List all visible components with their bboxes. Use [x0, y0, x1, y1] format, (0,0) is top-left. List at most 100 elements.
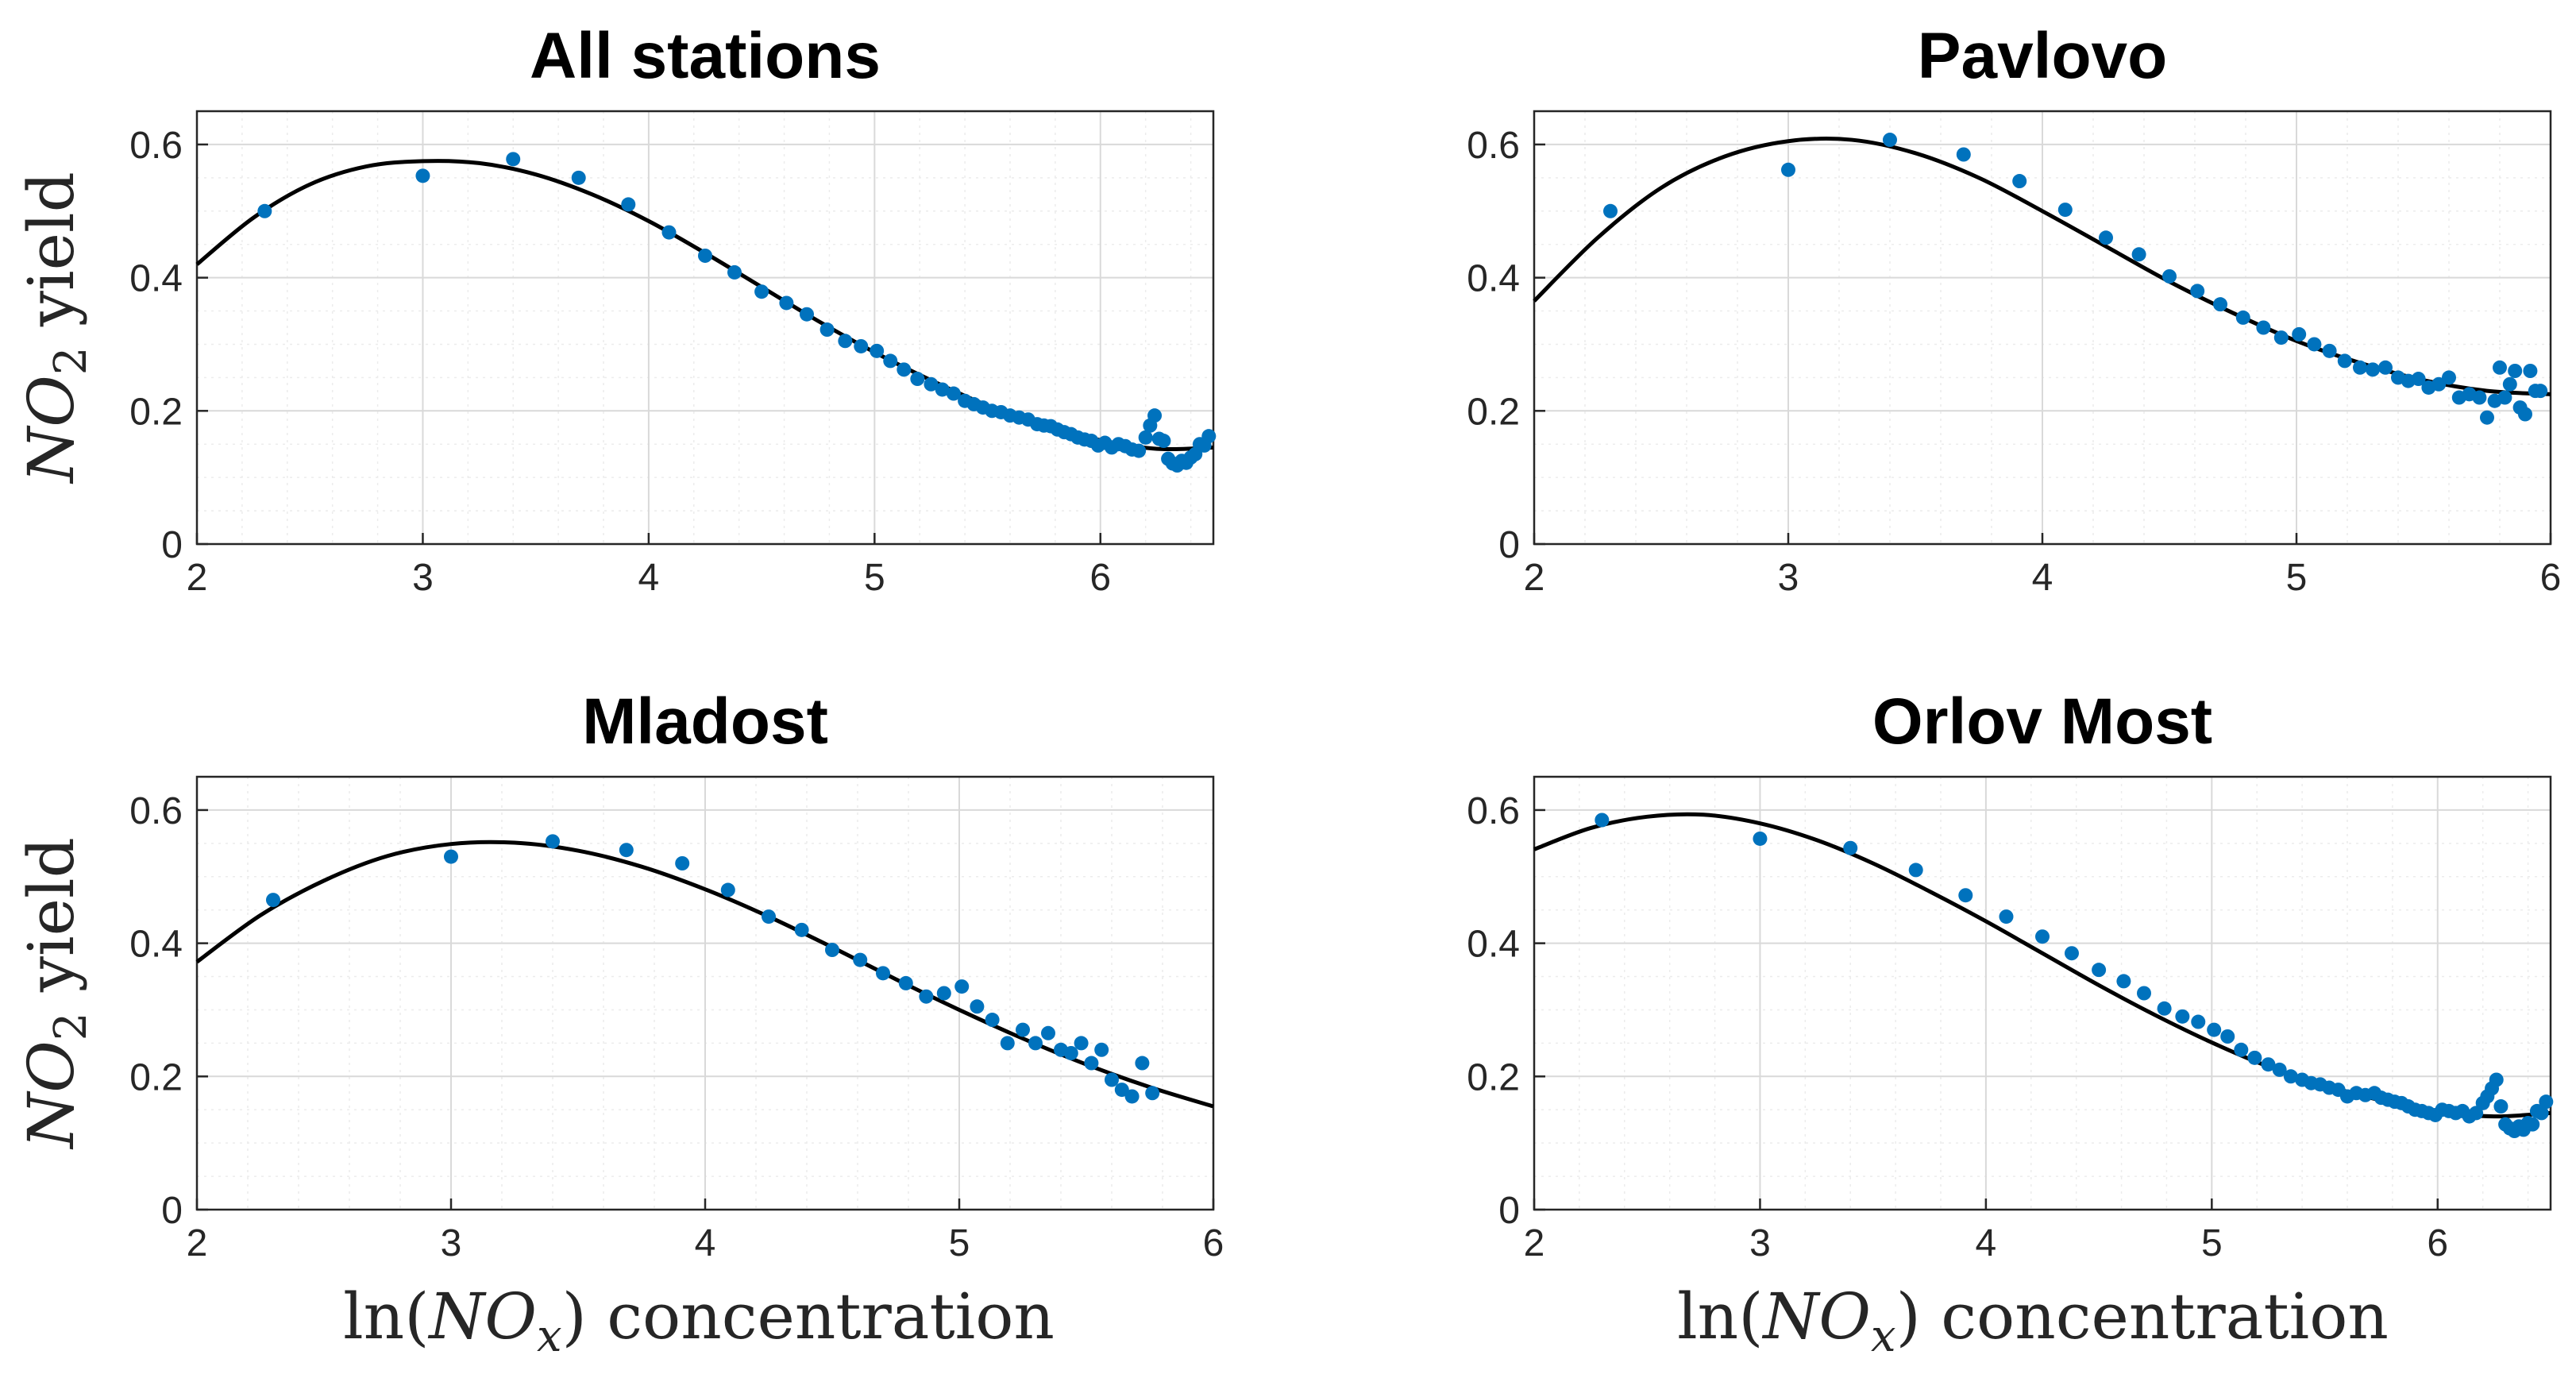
data-point — [698, 248, 712, 263]
data-point — [2175, 1009, 2190, 1024]
data-point — [2469, 1106, 2484, 1121]
x-tick-label: 3 — [1778, 557, 1799, 599]
data-point — [1124, 1089, 1140, 1104]
data-point — [1114, 1083, 1129, 1098]
x-tick-label: 5 — [2201, 1222, 2223, 1264]
data-point — [1753, 831, 1768, 846]
data-point — [910, 372, 925, 387]
data-point — [936, 986, 951, 1001]
x-tick-label: 3 — [1749, 1222, 1771, 1264]
data-point — [2207, 1022, 2222, 1037]
data-point — [2273, 330, 2289, 345]
panel-title: Pavlovo — [1918, 20, 2167, 92]
data-point — [2442, 370, 2456, 385]
x-label-rest: concentration — [587, 1280, 1055, 1353]
data-point — [2502, 376, 2517, 392]
data-point — [1084, 1056, 1099, 1071]
data-point — [619, 843, 634, 858]
data-point — [2411, 372, 2426, 387]
data-point — [1105, 1072, 1119, 1087]
y-tick-label: 0.2 — [1467, 391, 1520, 433]
data-point — [2518, 407, 2532, 422]
data-point — [727, 264, 742, 280]
data-point — [2431, 376, 2447, 392]
data-point — [2190, 284, 2205, 299]
data-point — [2157, 1001, 2172, 1016]
data-point — [838, 334, 853, 349]
data-point — [2064, 946, 2079, 961]
data-point — [2283, 1069, 2298, 1084]
data-point — [1883, 133, 1897, 148]
data-point — [2162, 268, 2177, 284]
x-tick-label: 3 — [441, 1222, 462, 1264]
x-label-fn: ln( — [343, 1280, 429, 1353]
y-tick-label: 0.2 — [129, 391, 183, 433]
data-point — [2493, 1099, 2509, 1114]
y-label-sub: 2 — [45, 1013, 97, 1041]
data-point — [2272, 1062, 2287, 1077]
data-point — [2035, 929, 2050, 944]
x-tick-label: 5 — [2286, 557, 2308, 599]
x-tick-label: 2 — [1524, 557, 1545, 599]
panel-pavlovo: 2 3 4 5 6 0 0.2 0.4 0.6 Pavlovo — [1467, 20, 2561, 599]
x-label-sub: x — [537, 1310, 562, 1362]
y-label-var: NO — [14, 1040, 88, 1150]
data-point — [2337, 353, 2352, 369]
data-point — [1145, 1086, 1160, 1101]
x-tick-label: 4 — [1976, 1222, 1997, 1264]
data-point — [506, 152, 521, 167]
fit-curve — [195, 159, 1214, 452]
data-point — [1156, 434, 1171, 449]
data-point — [1138, 430, 1153, 445]
data-point — [2292, 326, 2307, 342]
axes-box — [195, 110, 1215, 546]
x-tick-label: 4 — [2032, 557, 2053, 599]
data-point — [675, 856, 690, 870]
data-point — [415, 168, 430, 183]
data-point — [2092, 963, 2107, 978]
data-point — [1958, 888, 1973, 903]
data-point — [1843, 840, 1858, 855]
y-label-rest: yield — [14, 172, 88, 346]
data-point — [1595, 813, 1610, 828]
data-point — [1147, 408, 1163, 423]
data-point — [1908, 863, 1923, 878]
data-point — [970, 999, 985, 1014]
data-point — [2378, 360, 2393, 375]
data-point — [257, 203, 272, 218]
data-point — [2131, 247, 2146, 262]
y-tick-label: 0.6 — [129, 125, 183, 167]
panel-title: All stations — [530, 20, 881, 92]
x-tick-label: 6 — [2427, 1222, 2448, 1264]
data-point — [1063, 1045, 1078, 1060]
y-tick-label: 0.6 — [1467, 125, 1520, 167]
y-tick-label: 0 — [1498, 1190, 1520, 1232]
data-point — [2256, 320, 2271, 335]
y-tick-label: 0 — [1498, 524, 1520, 566]
y-tick-label: 0.4 — [1467, 924, 1520, 966]
data-point — [2353, 360, 2367, 375]
data-point — [2137, 986, 2151, 1001]
data-point — [2539, 1094, 2554, 1110]
data-point — [762, 909, 776, 924]
panel-title: Mladost — [582, 685, 828, 758]
data-point — [870, 343, 885, 358]
x-label-rest: concentration — [1921, 1280, 2389, 1353]
data-point — [794, 922, 809, 937]
data-point — [1999, 909, 2014, 924]
x-label-var: NO — [427, 1280, 537, 1353]
data-point — [1956, 147, 1971, 162]
data-point — [954, 979, 970, 994]
x-axis-label-left: ln(NOx) concentration — [343, 1280, 1055, 1362]
data-point — [819, 322, 835, 338]
data-point — [898, 975, 913, 990]
y-label-rest: yield — [14, 837, 88, 1012]
data-point — [2525, 1117, 2540, 1132]
data-point — [1135, 1056, 1150, 1071]
x-tick-label: 3 — [412, 557, 434, 599]
x-label-fn: ln( — [1677, 1280, 1763, 1353]
data-point — [946, 386, 961, 401]
data-point — [2508, 364, 2523, 378]
data-point — [1603, 203, 1618, 218]
